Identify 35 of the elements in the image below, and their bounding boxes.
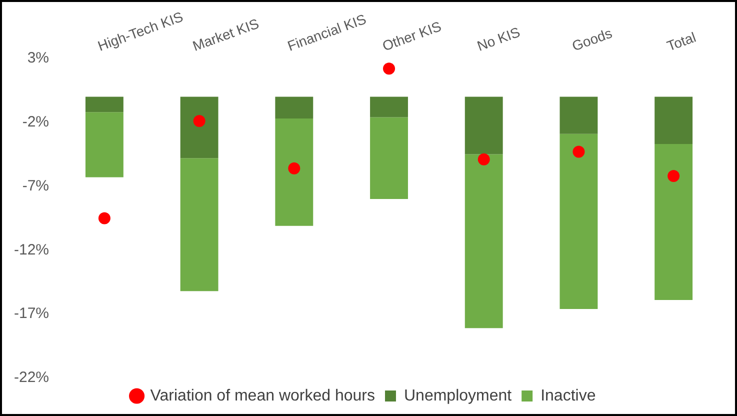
legend-label: Unemployment [404,387,512,404]
y-tick-label: -17% [14,305,50,322]
x-tick-label: Market KIS [190,15,261,54]
point [383,62,396,75]
legend-label: Inactive [540,387,596,404]
bar [464,154,503,328]
y-tick-label: -2% [22,113,50,130]
bar [85,96,124,112]
point [478,153,490,166]
point [572,146,585,158]
x-tick-label: Total [664,28,698,54]
bar [275,118,314,226]
y-tick-label: -7% [22,177,50,194]
x-tick-label: Goods [570,24,614,54]
point [193,115,206,128]
bar [275,96,314,118]
bar [654,96,693,144]
bar [370,117,408,200]
bar [560,134,598,309]
bar [180,96,218,158]
y-tick-label: -12% [14,241,50,258]
bar [180,158,218,292]
bar [560,96,598,134]
point [98,212,110,224]
x-tick-label: Other KIS [380,18,444,54]
x-tick-label: No KIS [474,24,522,54]
point [288,162,300,174]
y-tick-label: -22% [14,369,50,386]
bar [654,144,693,300]
bar [370,96,408,118]
bar [85,112,124,178]
point [668,170,680,182]
legend-label: Variation of mean worked hours [150,387,375,404]
y-tick-label: 3% [27,50,50,67]
bar [464,96,503,154]
